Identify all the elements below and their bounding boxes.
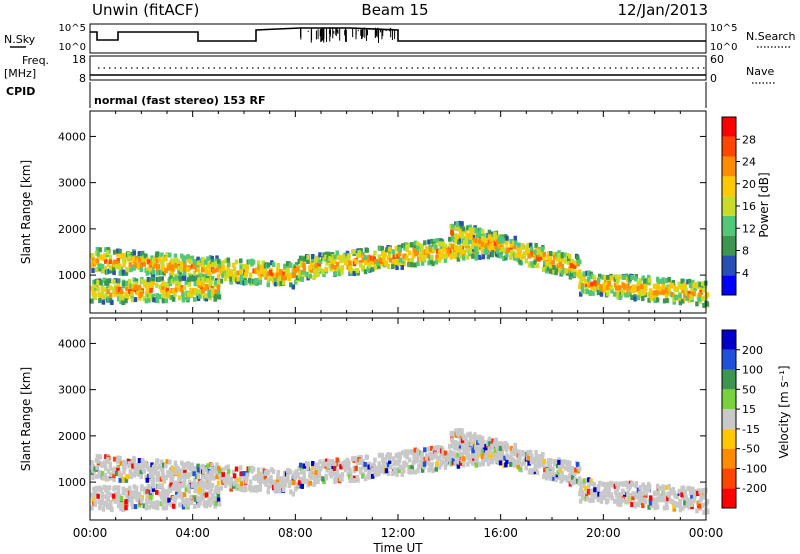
- nave-tick-top: 60: [710, 53, 724, 66]
- freq-tick-bottom: 8: [79, 72, 86, 85]
- velocity-cbar-tick-4: 15: [742, 403, 756, 416]
- time-tick-6: 00:00: [689, 526, 724, 540]
- beam-title: Beam 15: [361, 1, 428, 19]
- velocity-cbar-tick-5: 50: [742, 383, 756, 396]
- power-ytick-3: 4000: [58, 130, 86, 143]
- freq-unit: [MHz]: [4, 67, 36, 80]
- nave-tick-bottom: 0: [710, 72, 717, 85]
- velocity-colorbar-label: Velocity [m s⁻¹]: [777, 365, 791, 458]
- cpid-text: normal (fast stereo) 153 RF: [94, 94, 266, 107]
- power-ytick-1: 2000: [58, 223, 86, 236]
- time-xlabel: Time UT: [372, 541, 423, 554]
- power-cbar-tick-6: 28: [742, 133, 756, 146]
- power-cbar-tick-4: 20: [742, 178, 756, 191]
- time-tick-2: 08:00: [278, 526, 313, 540]
- power-ytick-2: 3000: [58, 177, 86, 190]
- velocity-ytick-3: 4000: [58, 337, 86, 350]
- velocity-cbar-tick-1: -100: [742, 462, 767, 475]
- time-tick-1: 04:00: [175, 526, 210, 540]
- nsky-panel: N.Sky 10^5 10^0 10^5 10^0 N.Search: [4, 23, 796, 54]
- velocity-heatmap: [90, 427, 710, 515]
- time-tick-3: 12:00: [381, 526, 416, 540]
- time-tick-4: 16:00: [483, 526, 518, 540]
- power-ytick-0: 1000: [58, 269, 86, 282]
- nsky-tick-top: 10^5: [59, 23, 86, 34]
- velocity-cbar-tick-6: 100: [742, 364, 763, 377]
- power-panel: 1000 2000 3000 4000 Slant Range [km] 4 8 12 16…: [19, 110, 771, 314]
- velocity-ytick-2: 3000: [58, 384, 86, 397]
- velocity-ylabel: Slant Range [km]: [19, 367, 33, 471]
- cpid-panel: CPID normal (fast stereo) 153 RF: [6, 82, 707, 108]
- freq-label: Freq.: [22, 54, 49, 67]
- nsky-tick-bottom-right: 10^0: [710, 42, 737, 53]
- power-colorbar: 4 8 12 16 20 24 28: [721, 116, 756, 296]
- velocity-ytick-1: 2000: [58, 430, 86, 443]
- power-heatmap: [90, 220, 710, 308]
- power-cbar-tick-1: 8: [742, 245, 749, 258]
- power-ylabel: Slant Range [km]: [19, 160, 33, 264]
- velocity-cbar-tick-7: 200: [742, 344, 763, 357]
- freq-panel: Freq. [MHz] 18 8 60 0 Nave: [4, 53, 776, 85]
- nsky-tick-bottom: 10^0: [59, 42, 86, 53]
- velocity-cbar-tick-2: -50: [742, 443, 760, 456]
- time-tick-0: 00:00: [73, 526, 108, 540]
- power-colorbar-label: Power [dB]: [757, 172, 771, 237]
- station-title: Unwin (fitACF): [92, 1, 199, 19]
- velocity-ytick-0: 1000: [58, 476, 86, 489]
- time-tick-5: 20:00: [586, 526, 621, 540]
- power-cbar-tick-5: 24: [742, 156, 756, 169]
- cpid-label: CPID: [6, 85, 35, 98]
- velocity-colorbar: -200 -100 -50 -15 15 50 100 200: [721, 329, 767, 509]
- nsky-tick-top-right: 10^5: [710, 23, 737, 34]
- velocity-cbar-tick-3: -15: [742, 423, 760, 436]
- velocity-panel: 1000 2000 3000 4000 Slant Range [km] -200 -1…: [19, 317, 791, 521]
- power-cbar-tick-2: 12: [742, 222, 756, 235]
- power-cbar-tick-0: 4: [742, 267, 749, 280]
- velocity-cbar-tick-0: -200: [742, 482, 767, 495]
- freq-tick-top: 18: [72, 53, 86, 66]
- nsky-label: N.Sky: [4, 33, 36, 46]
- date-title: 12/Jan/2013: [618, 1, 709, 19]
- nave-label: Nave: [746, 65, 774, 78]
- power-cbar-tick-3: 16: [742, 200, 756, 213]
- nsearch-label: N.Search: [746, 30, 796, 43]
